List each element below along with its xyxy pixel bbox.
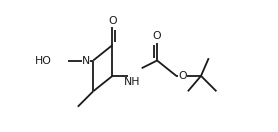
Text: HO: HO bbox=[35, 55, 52, 65]
Text: NH: NH bbox=[123, 77, 140, 87]
Text: O: O bbox=[178, 71, 187, 81]
Text: O: O bbox=[108, 16, 117, 26]
Text: O: O bbox=[153, 31, 162, 41]
Text: N: N bbox=[82, 55, 90, 65]
